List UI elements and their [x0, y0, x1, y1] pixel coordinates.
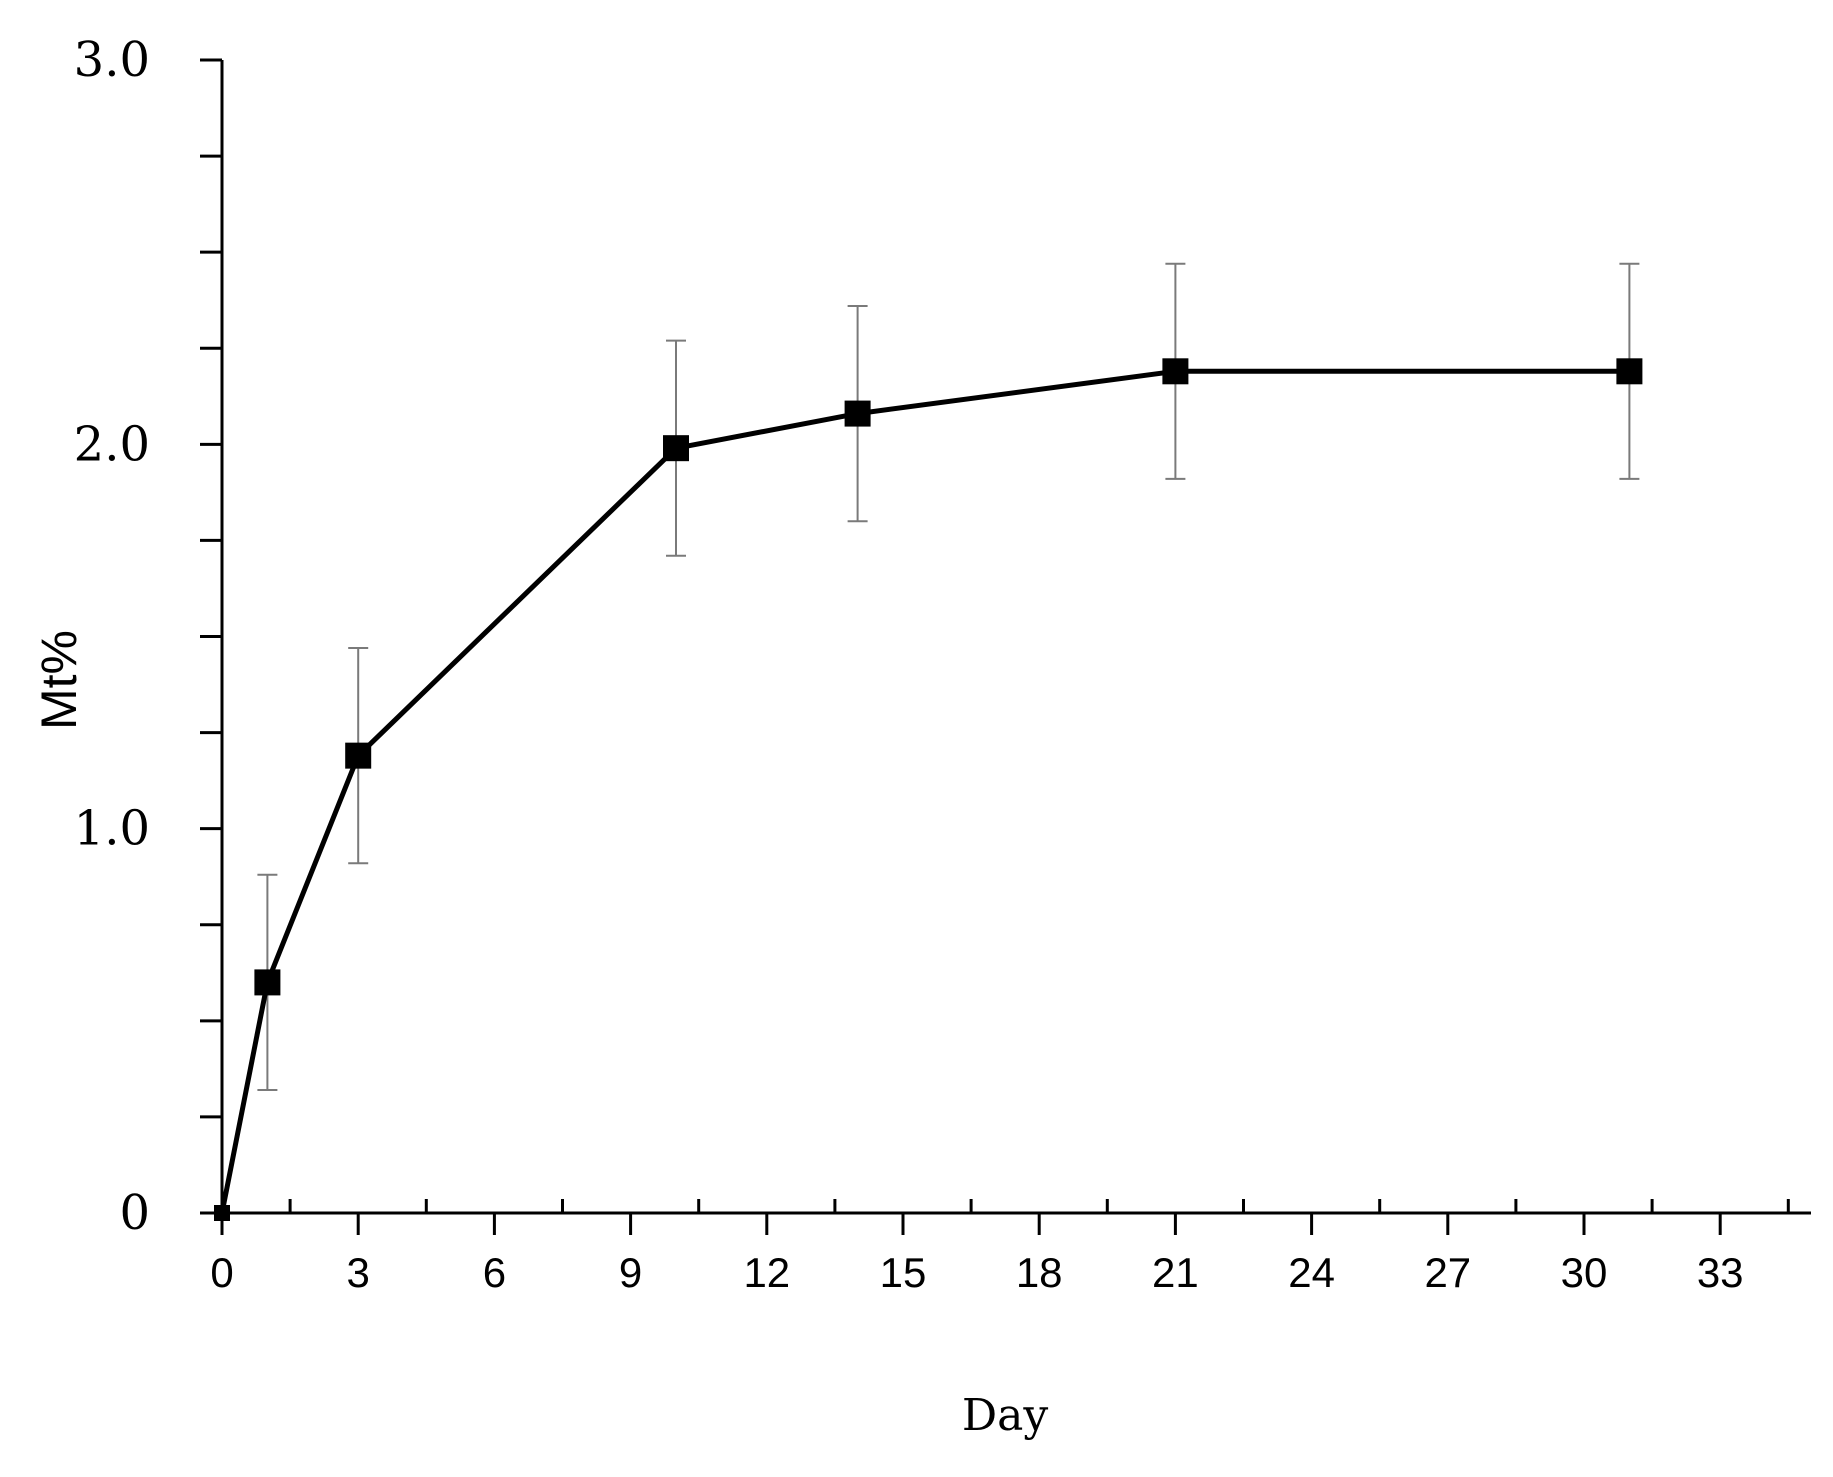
data-point	[663, 435, 689, 462]
y-tick-label: 3.0	[74, 32, 150, 88]
data-point	[1616, 358, 1643, 385]
axes	[200, 60, 1811, 1215]
data-markers	[214, 358, 1643, 1221]
x-tick-label: 18	[1016, 1249, 1063, 1296]
y-tick-label: 2.0	[74, 416, 150, 472]
series-line	[219, 368, 1630, 1214]
x-tick-label: 24	[1288, 1249, 1335, 1296]
data-point	[214, 1205, 230, 1221]
x-tick-label: 15	[880, 1249, 927, 1296]
x-tick-label: 30	[1561, 1249, 1608, 1296]
data-point	[844, 400, 871, 427]
x-tick-label: 21	[1152, 1249, 1199, 1296]
x-tick-label: 3	[347, 1249, 370, 1296]
series-line-group	[219, 368, 1630, 1214]
x-tick-label: 9	[619, 1249, 642, 1296]
x-tick-label: 6	[483, 1249, 506, 1296]
data-point	[345, 742, 372, 769]
x-tick-label: 12	[743, 1249, 790, 1296]
y-axis-label: Mt%	[31, 630, 87, 730]
data-point	[254, 969, 281, 996]
error-bars	[257, 262, 1640, 1092]
y-tick-label: 0	[119, 1185, 150, 1241]
axis-ticks	[200, 58, 1790, 1235]
tick-labels: 0 3 6 9 12 15 18 21 24 27 30 33 0 1.0 2.0 3.0	[74, 32, 1744, 1296]
x-tick-label: 0	[210, 1249, 233, 1296]
x-tick-label: 27	[1424, 1249, 1471, 1296]
x-tick-label: 33	[1697, 1249, 1744, 1296]
y-tick-label: 1.0	[74, 801, 150, 857]
data-point	[1162, 358, 1189, 385]
x-axis-label: Day	[962, 1390, 1049, 1441]
